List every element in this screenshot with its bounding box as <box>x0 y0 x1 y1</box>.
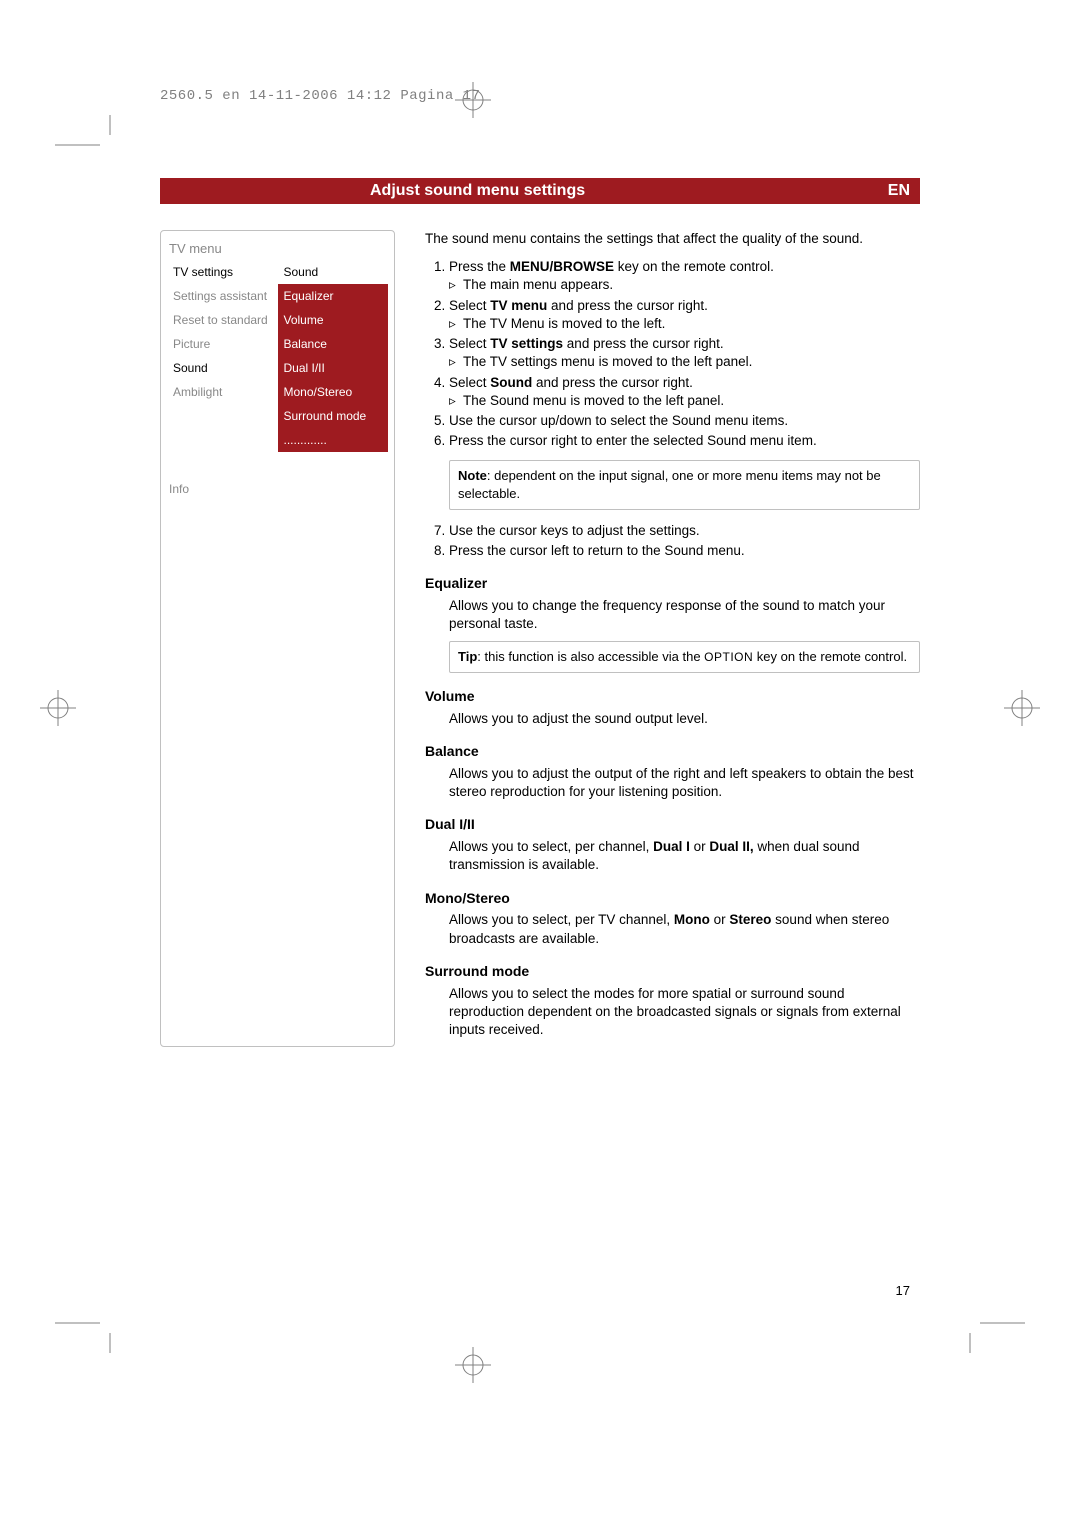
result-icon: ▹ <box>449 353 463 371</box>
surround-heading: Surround mode <box>425 962 920 981</box>
page-title: Adjust sound menu settings <box>370 182 870 200</box>
step-3: Select TV settings and press the cursor … <box>449 335 920 371</box>
slug-line: 2560.5 en 14-11-2006 14:12 Pagina 17 <box>160 88 480 104</box>
menu-item: Ambilight <box>167 380 278 404</box>
tv-menu-table: TV menu TV settings Settings assistant R… <box>160 230 395 1047</box>
volume-text: Allows you to adjust the sound output le… <box>449 710 920 728</box>
steps-list: Press the MENU/BROWSE key on the remote … <box>449 258 920 450</box>
menu-item: TV settings <box>167 260 278 284</box>
menu-item: Sound <box>278 260 389 284</box>
volume-heading: Volume <box>425 687 920 706</box>
mono-text: Allows you to select, per TV channel, Mo… <box>449 911 920 947</box>
result-icon: ▹ <box>449 276 463 294</box>
menu-item: Balance <box>278 332 389 356</box>
crop-left-icon <box>40 690 76 726</box>
page-number: 17 <box>896 1283 910 1298</box>
trim-bl-icon <box>55 1313 115 1353</box>
menu-item: ............. <box>278 428 389 452</box>
menu-item: Volume <box>278 308 389 332</box>
menu-item: Dual I/II <box>278 356 389 380</box>
step-6: Press the cursor right to enter the sele… <box>449 432 920 450</box>
equalizer-text: Allows you to change the frequency respo… <box>449 597 920 633</box>
steps-list-2: Use the cursor keys to adjust the settin… <box>449 522 920 560</box>
dual-text: Allows you to select, per channel, Dual … <box>449 838 920 874</box>
menu-item: Surround mode <box>278 404 389 428</box>
menu-info: Info <box>167 478 388 500</box>
title-bar: Adjust sound menu settings EN <box>160 178 920 204</box>
menu-item: Mono/Stereo <box>278 380 389 404</box>
body-text: The sound menu contains the settings tha… <box>425 230 920 1047</box>
menu-item: Reset to standard <box>167 308 278 332</box>
balance-text: Allows you to adjust the output of the r… <box>449 765 920 801</box>
result-icon: ▹ <box>449 315 463 333</box>
note-box: Note: dependent on the input signal, one… <box>449 460 920 509</box>
mono-heading: Mono/Stereo <box>425 889 920 908</box>
menu-col-right: Sound Equalizer Volume Balance Dual I/II… <box>278 260 389 452</box>
menu-item: Equalizer <box>278 284 389 308</box>
step-8: Press the cursor left to return to the S… <box>449 542 920 560</box>
dual-heading: Dual I/II <box>425 815 920 834</box>
result-icon: ▹ <box>449 392 463 410</box>
tip-box: Tip: this function is also accessible vi… <box>449 641 920 673</box>
step-4: Select Sound and press the cursor right.… <box>449 374 920 410</box>
surround-text: Allows you to select the modes for more … <box>449 985 920 1040</box>
step-1: Press the MENU/BROWSE key on the remote … <box>449 258 920 294</box>
intro-text: The sound menu contains the settings tha… <box>425 230 920 248</box>
balance-heading: Balance <box>425 742 920 761</box>
equalizer-heading: Equalizer <box>425 574 920 593</box>
step-2: Select TV menu and press the cursor righ… <box>449 297 920 333</box>
trim-br-icon <box>965 1313 1025 1353</box>
crop-right-icon <box>1004 690 1040 726</box>
menu-col-left: TV settings Settings assistant Reset to … <box>167 260 278 452</box>
menu-item: Sound <box>167 356 278 380</box>
menu-item: Settings assistant <box>167 284 278 308</box>
tv-menu-heading: TV menu <box>167 237 388 260</box>
menu-item: Picture <box>167 332 278 356</box>
step-7: Use the cursor keys to adjust the settin… <box>449 522 920 540</box>
crop-bottom-icon <box>455 1347 491 1383</box>
lang-badge: EN <box>870 182 910 200</box>
step-5: Use the cursor up/down to select the Sou… <box>449 412 920 430</box>
trim-tl-icon <box>55 115 115 155</box>
